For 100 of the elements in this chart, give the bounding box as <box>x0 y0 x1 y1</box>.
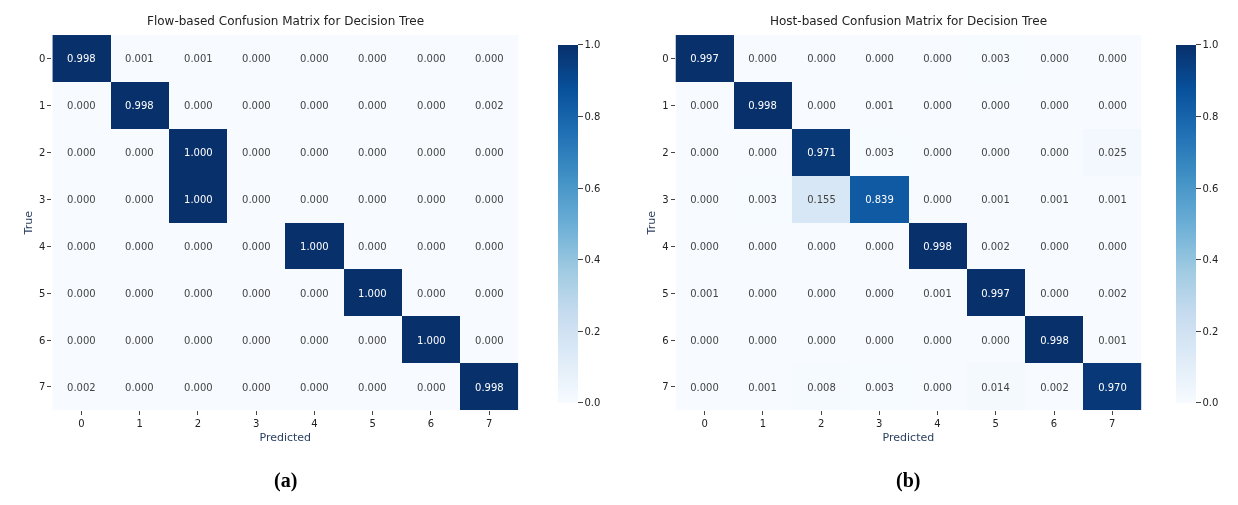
data-label: 0.000 <box>417 287 446 299</box>
data-label: 1.000 <box>300 240 329 252</box>
x-tick-label: 3 <box>876 418 883 430</box>
data-label: 0.000 <box>417 381 446 393</box>
data-label: 0.000 <box>1040 287 1069 299</box>
data-label: 0.001 <box>1098 334 1127 346</box>
y-tick-label: 6 <box>38 334 46 346</box>
data-label: 0.001 <box>923 287 952 299</box>
data-label: 0.000 <box>125 193 154 205</box>
x-tick-label: 2 <box>194 418 202 430</box>
data-label: 0.000 <box>690 146 719 158</box>
data-label: 0.000 <box>923 146 952 158</box>
data-label: 0.000 <box>690 240 719 252</box>
data-label: 0.000 <box>300 99 329 111</box>
color-bar-label: 1.0 <box>1202 39 1219 51</box>
data-label: 0.000 <box>67 99 96 111</box>
y-tick-label: 6 <box>662 334 669 346</box>
data-label: 0.000 <box>1040 52 1069 64</box>
data-label: 0.000 <box>923 381 952 393</box>
data-label: 0.001 <box>865 99 894 111</box>
data-label: 0.000 <box>242 146 271 158</box>
color-bar-label: 0.6 <box>584 182 601 194</box>
data-label: 0.000 <box>417 99 446 111</box>
color-bar-label: 0.2 <box>584 325 601 337</box>
x-tick-label: 0 <box>78 418 85 430</box>
y-axis-title: True <box>21 210 35 236</box>
data-label: 0.000 <box>475 52 504 64</box>
data-label: 0.000 <box>67 334 96 346</box>
x-tick-label: 7 <box>485 418 493 430</box>
data-label: 0.000 <box>125 240 154 252</box>
data-label: 0.000 <box>1098 52 1127 64</box>
data-label: 0.000 <box>807 52 836 64</box>
data-label: 0.000 <box>1098 240 1127 252</box>
data-label: 0.001 <box>125 52 154 64</box>
data-label: 0.000 <box>358 334 387 346</box>
data-label: 0.000 <box>300 334 329 346</box>
data-label: 0.003 <box>865 146 894 158</box>
y-tick-label: 0 <box>662 52 669 64</box>
color-bar-label: 1.0 <box>584 39 601 51</box>
data-label: 1.000 <box>184 193 213 205</box>
y-tick-label: 3 <box>38 193 46 205</box>
data-label: 0.000 <box>748 334 777 346</box>
x-tick-label: 5 <box>992 418 999 430</box>
color-bar-label: 0.4 <box>1202 254 1219 266</box>
data-label: 0.001 <box>748 381 777 393</box>
chart-title: Flow-based Confusion Matrix for Decision Tree <box>147 14 425 28</box>
data-label: 0.000 <box>690 381 719 393</box>
data-label: 0.014 <box>981 381 1010 393</box>
data-label: 0.000 <box>923 99 952 111</box>
data-label: 0.000 <box>358 381 387 393</box>
x-tick-label: 5 <box>369 418 376 430</box>
data-label: 0.000 <box>242 381 271 393</box>
data-label: 0.000 <box>358 146 387 158</box>
data-label: 0.000 <box>807 99 836 111</box>
data-label: 0.000 <box>184 240 213 252</box>
data-label: 0.000 <box>184 99 213 111</box>
data-label: 0.000 <box>300 146 329 158</box>
x-tick-label: 2 <box>817 418 825 430</box>
data-label: 1.000 <box>358 287 387 299</box>
data-label: 0.000 <box>67 240 96 252</box>
data-label: 0.001 <box>690 287 719 299</box>
data-label: 0.002 <box>67 381 96 393</box>
y-tick-label: 0 <box>38 52 46 64</box>
data-label: 0.000 <box>358 193 387 205</box>
x-axis-title: Predicted <box>882 430 935 444</box>
y-tick-label: 2 <box>38 146 46 158</box>
x-tick-label: 4 <box>311 418 318 430</box>
data-label: 0.000 <box>1098 99 1127 111</box>
data-label: 0.000 <box>981 146 1010 158</box>
data-label: 0.008 <box>807 381 836 393</box>
data-label: 0.000 <box>417 193 446 205</box>
data-label: 0.000 <box>67 287 96 299</box>
data-label: 0.971 <box>807 146 836 158</box>
data-label: 0.000 <box>184 334 213 346</box>
color-bar-label: 0.2 <box>1202 325 1219 337</box>
data-label: 0.001 <box>184 52 213 64</box>
data-label: 0.000 <box>125 381 154 393</box>
data-label: 0.000 <box>242 99 271 111</box>
data-label: 0.000 <box>475 334 504 346</box>
data-label: 0.000 <box>358 52 387 64</box>
y-tick-label: 1 <box>662 99 669 111</box>
data-label: 0.001 <box>1040 193 1069 205</box>
data-label: 0.000 <box>1040 99 1069 111</box>
color-bar-label: 0.8 <box>584 110 601 122</box>
data-label: 0.000 <box>300 381 329 393</box>
data-label: 0.000 <box>475 240 504 252</box>
data-label: 0.000 <box>923 334 952 346</box>
data-label: 0.001 <box>1098 193 1127 205</box>
data-label: 0.000 <box>748 287 777 299</box>
data-label: 0.000 <box>242 193 271 205</box>
data-label: 0.003 <box>748 193 777 205</box>
data-label: 0.000 <box>125 287 154 299</box>
data-label: 0.998 <box>923 240 952 252</box>
x-axis-title: Predicted <box>259 430 312 444</box>
data-label: 0.000 <box>748 240 777 252</box>
y-tick-label: 1 <box>38 99 46 111</box>
data-label: 0.000 <box>475 193 504 205</box>
data-label: 0.000 <box>807 334 836 346</box>
data-label: 0.000 <box>358 240 387 252</box>
y-tick-label: 4 <box>662 240 669 252</box>
